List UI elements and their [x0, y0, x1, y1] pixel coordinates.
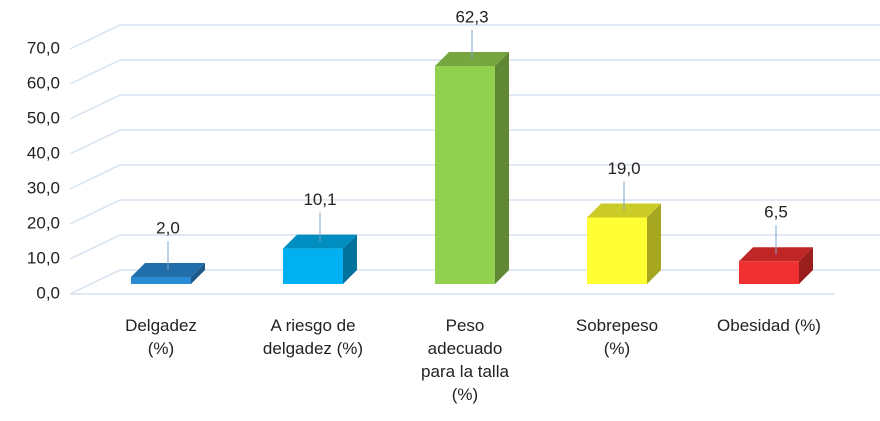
y-tick-label: 20,0 — [27, 213, 60, 232]
grid-line — [69, 129, 880, 155]
x-tick-label: A riesgo de delgadez (%) — [262, 316, 364, 358]
bar — [283, 234, 357, 284]
bar-front — [435, 65, 495, 284]
y-tick-label: 40,0 — [27, 143, 60, 162]
grid-line — [69, 59, 880, 85]
bar — [587, 203, 661, 284]
x-tick-label: Obesidad (%) — [717, 316, 821, 335]
x-tick-label: Peso adecuado para la talla (%) — [421, 316, 509, 404]
value-label: 6,5 — [764, 203, 788, 222]
value-label: 19,0 — [607, 159, 640, 178]
grid-line — [69, 199, 880, 225]
y-tick-label: 50,0 — [27, 108, 60, 127]
x-tick-label: Delgadez (%) — [125, 316, 197, 358]
grid-line — [69, 164, 880, 190]
bar-front — [739, 261, 799, 284]
bar-side — [495, 51, 509, 285]
value-label: 62,3 — [455, 7, 488, 26]
bar-side — [647, 203, 661, 284]
bar-front — [283, 248, 343, 284]
bar-side — [191, 263, 205, 284]
y-tick-label: 60,0 — [27, 73, 60, 92]
value-label: 10,1 — [303, 190, 336, 209]
bar-side — [799, 247, 813, 284]
bar-side — [343, 234, 357, 284]
grid-line — [69, 94, 880, 120]
y-tick-label: 0,0 — [36, 283, 60, 302]
bar-front — [131, 277, 191, 284]
bar-front — [587, 217, 647, 284]
y-tick-label: 70,0 — [27, 38, 60, 57]
x-tick-label: Sobrepeso (%) — [575, 316, 659, 358]
y-tick-label: 30,0 — [27, 178, 60, 197]
y-tick-label: 10,0 — [27, 248, 60, 267]
bar — [435, 51, 509, 285]
grid-line — [69, 24, 880, 50]
value-label: 2,0 — [156, 218, 180, 237]
